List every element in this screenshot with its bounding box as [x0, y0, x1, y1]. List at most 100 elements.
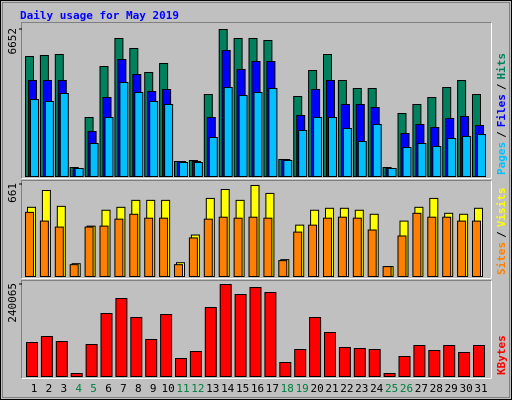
bar: [144, 217, 154, 277]
bar: [264, 292, 277, 378]
bar: [130, 317, 143, 378]
x-tick-label: 7: [120, 382, 127, 395]
bar: [357, 140, 367, 177]
bar: [40, 336, 53, 377]
bar: [219, 284, 232, 377]
legend: Pages / Files / Hits: [495, 53, 508, 175]
bar: [54, 226, 64, 277]
bar: [104, 116, 114, 178]
x-tick-label: 24: [370, 382, 384, 395]
x-tick-label: 12: [191, 382, 204, 395]
bar: [59, 92, 69, 177]
bar: [174, 264, 183, 277]
bar: [442, 216, 452, 278]
legend-separator: /: [495, 231, 508, 238]
legend-entry: Files: [495, 94, 508, 127]
bar: [352, 217, 362, 277]
x-tick-label: 29: [445, 382, 458, 395]
bar: [115, 298, 128, 377]
legend-entry: Pages: [495, 142, 508, 175]
bar: [279, 362, 292, 377]
bar: [203, 218, 213, 278]
bar: [223, 87, 233, 177]
bar: [472, 220, 481, 278]
bar: [164, 104, 174, 177]
bar: [160, 314, 173, 377]
bar: [328, 116, 337, 178]
x-tick-label: 9: [150, 382, 157, 395]
bar: [417, 143, 427, 177]
bar: [323, 217, 332, 277]
bar: [432, 145, 442, 178]
bar: [189, 351, 202, 377]
x-tick-label: 30: [459, 382, 472, 395]
x-tick-label: 17: [266, 382, 279, 395]
bar: [278, 260, 288, 277]
x-tick-label: 8: [135, 382, 142, 395]
bar: [84, 226, 94, 277]
bar: [298, 129, 308, 177]
bar: [283, 160, 293, 177]
bar: [443, 345, 456, 377]
bar: [149, 100, 159, 177]
bar: [338, 347, 351, 377]
bar: [114, 218, 124, 278]
bar: [353, 348, 366, 378]
x-tick-label: 26: [400, 382, 413, 395]
legend-separator: /: [495, 83, 508, 90]
bar: [218, 216, 228, 278]
x-tick-label: 5: [90, 382, 97, 395]
bar: [324, 332, 336, 377]
x-tick-label: 18: [281, 382, 294, 395]
legend-entry: KBytes: [495, 335, 508, 375]
bar: [428, 350, 441, 378]
bar: [387, 168, 397, 178]
bar: [99, 225, 109, 278]
bar: [44, 100, 54, 177]
x-tick-label: 13: [206, 382, 219, 395]
bar: [69, 264, 79, 277]
bar: [473, 345, 485, 377]
bar: [457, 220, 467, 278]
bar: [208, 136, 218, 177]
x-tick-label: 27: [415, 382, 428, 395]
bar: [100, 313, 113, 377]
x-tick-label: 14: [221, 382, 235, 395]
x-tick-label: 11: [176, 382, 189, 395]
bar: [70, 372, 83, 377]
bar: [134, 92, 144, 177]
bar: [129, 213, 139, 277]
bar: [397, 235, 407, 277]
bar: [372, 124, 382, 177]
bar: [249, 287, 262, 377]
x-tick-label: 3: [60, 382, 67, 395]
bar: [233, 217, 243, 277]
bar: [337, 216, 347, 278]
bar: [402, 147, 412, 177]
bar: [89, 143, 99, 177]
bar: [398, 356, 411, 377]
bar: [313, 116, 323, 178]
bar: [179, 161, 188, 177]
x-tick-label: 21: [325, 382, 338, 395]
legend-entry: Hits: [495, 53, 508, 80]
bar: [204, 307, 217, 377]
legend-entry: Sites: [495, 242, 508, 275]
bar: [238, 95, 248, 177]
bar: [26, 342, 38, 377]
bar: [119, 81, 129, 177]
bar: [39, 220, 49, 278]
x-tick-label: 28: [430, 382, 443, 395]
bar: [367, 229, 377, 278]
x-tick-label: 25: [385, 382, 398, 395]
bar: [383, 372, 396, 377]
x-tick-label: 19: [296, 382, 309, 395]
x-tick-label: 1: [31, 382, 38, 395]
bar: [253, 92, 263, 177]
y-tick-label: 661: [6, 183, 19, 203]
bar: [447, 137, 457, 177]
bar: [294, 349, 307, 377]
y-tick-label: 240065: [6, 283, 19, 323]
